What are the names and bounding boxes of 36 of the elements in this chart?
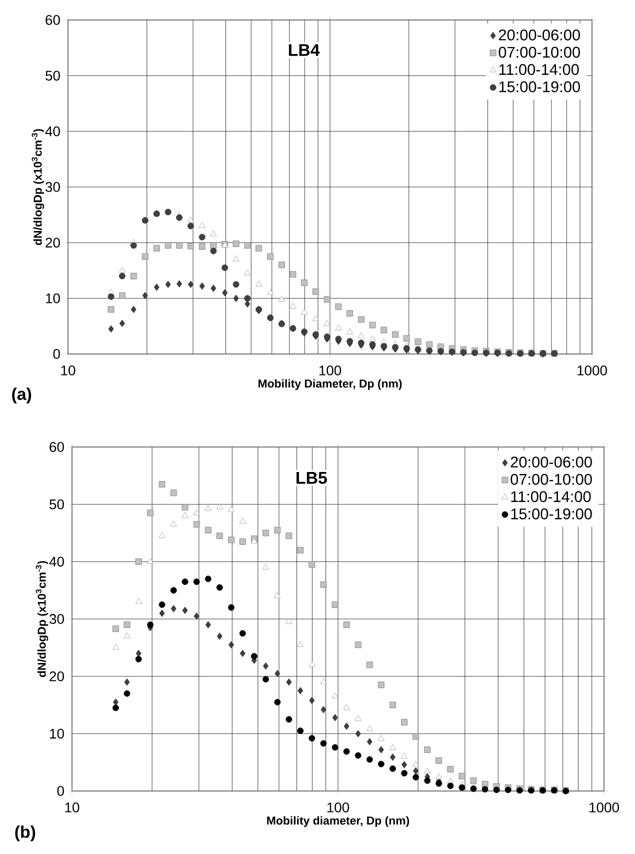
x-axis-title: Mobility Diameter, Dp (nm) (258, 379, 402, 390)
y-tick-label: 10 (50, 728, 64, 739)
x-tick-label: 100 (327, 802, 350, 812)
y-tick-label: 10 (46, 293, 60, 304)
y-tick-label: 40 (45, 126, 60, 136)
x-tick-label: 1000 (578, 366, 607, 376)
y-tick-label: 0 (53, 349, 60, 359)
y-tick-label: 60 (46, 15, 60, 25)
y-tick-label: 0 (57, 786, 64, 796)
legend-label: 20:00-06:00 (510, 456, 592, 468)
text: (a) (12, 388, 32, 404)
y-tick-label: 30 (46, 182, 60, 192)
legend-label: 07:00-10:00 (510, 474, 592, 485)
x-axis-title: Mobility diameter, Dp (nm) (267, 816, 410, 827)
annotation: LB5 (296, 472, 327, 484)
legend-label: 11:00-14:00 (511, 491, 591, 502)
y-tick-label: 50 (46, 70, 60, 81)
y-axis-title: dN/dlogDp (x10$^{3}$cm$^{-3}$) (36, 561, 48, 678)
legend-label: 15:00-19:00 (511, 508, 592, 520)
legend-label: 15:00-19:00 (499, 81, 580, 92)
x-tick-label: 10 (61, 366, 76, 376)
x-tick-label: 10 (65, 802, 80, 812)
annotation: LB4 (288, 44, 320, 56)
text: (b) (15, 825, 36, 842)
x-tick-label: 1000 (590, 802, 619, 812)
legend-label: 07:00-10:00 (498, 46, 580, 58)
y-tick-label: 60 (50, 442, 64, 452)
x-tick-label: 100 (319, 366, 342, 376)
y-tick-label: 20 (46, 238, 60, 248)
y-axis-title: dN/dlogDp (x10$^{3}$cm$^{-3}$) (32, 129, 44, 246)
y-tick-label: 20 (50, 671, 64, 682)
legend-label: 11:00-14:00 (499, 64, 579, 75)
legend-label: 20:00-06:00 (498, 30, 580, 40)
y-tick-label: 50 (50, 499, 64, 510)
y-tick-label: 30 (50, 614, 64, 624)
y-tick-label: 40 (49, 556, 64, 567)
